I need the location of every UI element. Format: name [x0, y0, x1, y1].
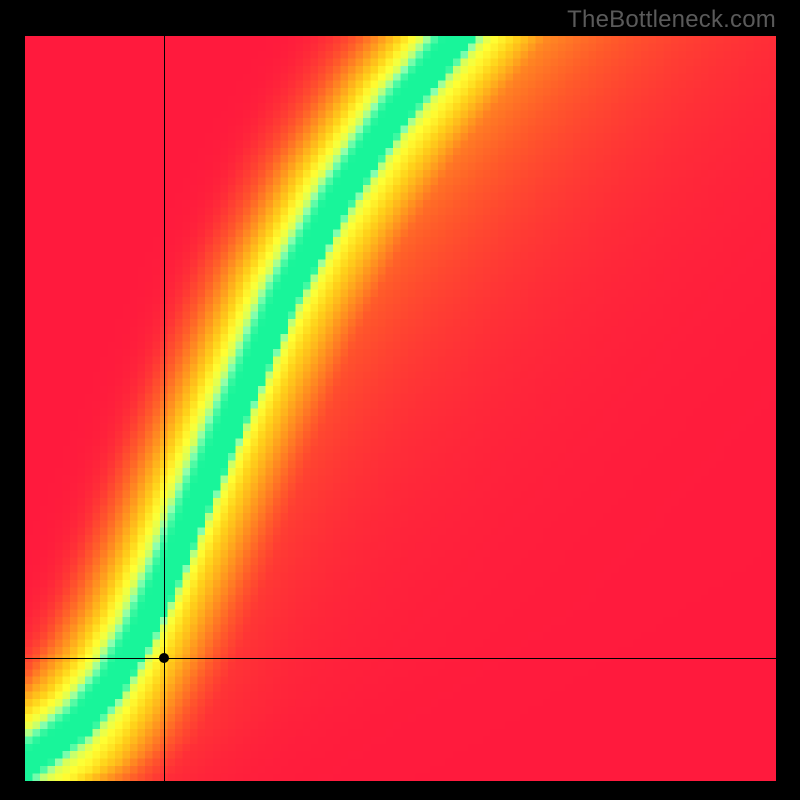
crosshair-horizontal [25, 658, 776, 659]
bottleneck-heatmap [25, 36, 776, 781]
watermark-text: TheBottleneck.com [567, 6, 776, 34]
marker-dot [159, 653, 169, 663]
chart-container: TheBottleneck.com [0, 0, 800, 800]
crosshair-vertical [164, 36, 165, 781]
